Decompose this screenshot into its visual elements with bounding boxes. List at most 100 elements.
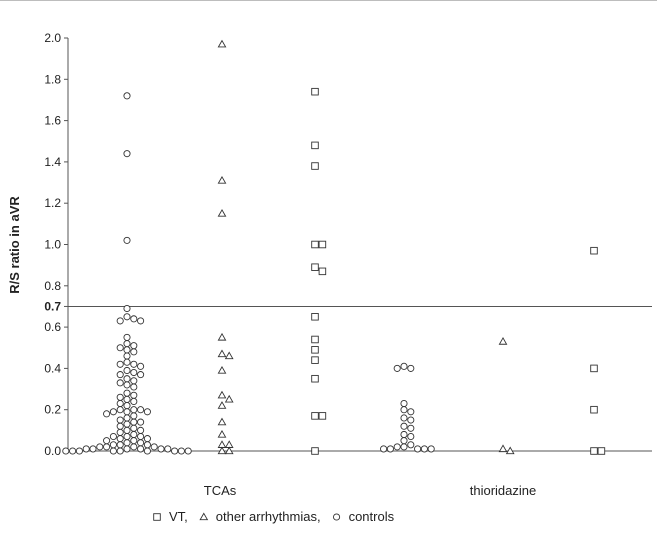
circle-point — [116, 422, 124, 430]
circle-point — [177, 447, 185, 455]
square-point — [318, 412, 327, 420]
x-categories: TCAs thioridazine — [204, 483, 537, 498]
circle-point — [400, 430, 408, 439]
circle-point — [123, 395, 131, 403]
circle-point — [116, 416, 124, 424]
triangle-point — [224, 446, 234, 455]
triangle-point — [217, 39, 227, 48]
circle-point — [130, 437, 138, 445]
y-tick-label: 1.8 — [44, 72, 61, 86]
circle-point — [116, 428, 124, 436]
circle-point — [116, 317, 124, 325]
circle-point — [103, 410, 111, 418]
circle-point — [116, 344, 124, 352]
x-category-label: TCAs — [204, 483, 237, 498]
circle-point — [116, 393, 124, 401]
circle-point — [69, 447, 77, 455]
circle-point — [407, 364, 415, 372]
circle-point — [109, 408, 117, 416]
square-point — [311, 335, 319, 344]
y-axis-label: R/S ratio in aVR — [7, 196, 22, 294]
triangle-point — [217, 349, 227, 358]
triangle-point — [217, 390, 227, 399]
circle-point — [407, 424, 415, 432]
y-tick-label: 0.7 — [44, 299, 61, 313]
square-point — [311, 346, 319, 354]
square-point — [311, 374, 319, 383]
circle-point — [123, 381, 131, 389]
circle-point — [123, 352, 131, 360]
legend-triangle-icon — [199, 512, 209, 521]
circle-point — [400, 362, 408, 370]
circle-point — [400, 399, 408, 408]
legend-label: other arrhythmias, — [216, 509, 321, 524]
circle-point — [150, 443, 158, 451]
y-tick-label: 1.0 — [44, 238, 61, 252]
circle-point — [116, 371, 124, 379]
triangle-point — [217, 175, 227, 184]
circle-point — [157, 445, 165, 453]
circle-point — [123, 340, 131, 348]
square-point — [311, 141, 319, 150]
legend-label: controls — [349, 509, 395, 524]
y-ticks: 0.0 0.2 0.4 0.6 0.7 0.8 1.0 1.2 1.4 1.6 1.8 2.0 — [44, 31, 68, 458]
square-point — [311, 263, 319, 271]
circle-point — [137, 445, 145, 453]
circle-point — [103, 443, 111, 451]
circle-point — [400, 406, 408, 414]
top-border — [0, 0, 657, 1]
y-tick-label: 2.0 — [44, 31, 61, 45]
circle-point — [386, 445, 394, 453]
circle-point — [116, 406, 124, 414]
circle-point — [123, 333, 131, 341]
circle-point — [130, 383, 138, 391]
triangle-point — [217, 365, 227, 374]
y-tick-label: 0.4 — [44, 361, 61, 375]
circle-point — [143, 408, 151, 416]
circle-point — [130, 430, 138, 439]
circle-point — [75, 447, 83, 455]
legend: VT, other arrhythmias, controls — [153, 509, 395, 524]
circle-point — [123, 313, 131, 321]
square-point — [590, 405, 598, 414]
triangle-point — [217, 209, 227, 217]
circle-point — [130, 412, 138, 420]
y-tick-label: 1.6 — [44, 114, 61, 128]
circle-point — [123, 408, 131, 416]
circle-point — [123, 414, 131, 422]
circle-point — [143, 447, 151, 455]
square-point — [590, 447, 598, 455]
triangle-point — [217, 332, 227, 341]
y-tick-label: 0.6 — [44, 320, 61, 334]
triangle-point — [217, 429, 227, 438]
circle-point — [137, 439, 145, 447]
circle-point — [123, 304, 131, 313]
circle-point — [171, 447, 179, 455]
circle-point — [420, 445, 428, 453]
circle-point — [123, 389, 131, 397]
circle-point — [130, 368, 138, 377]
circle-point — [400, 437, 408, 445]
circle-point — [130, 377, 138, 385]
y-tick-label: 1.2 — [44, 196, 61, 210]
circle-point — [407, 408, 415, 416]
circle-point — [407, 441, 415, 449]
circle-point — [407, 416, 415, 424]
legend-label: VT, — [169, 509, 188, 524]
circle-point — [89, 445, 97, 453]
triangle-point — [498, 337, 508, 345]
square-point — [311, 356, 319, 364]
square-point — [311, 412, 319, 420]
circle-point — [137, 432, 145, 441]
circle-point — [103, 437, 111, 445]
circle-point — [137, 406, 145, 414]
circle-point — [130, 342, 138, 350]
circle-point — [116, 441, 124, 449]
data-points — [62, 39, 606, 455]
legend-circle-icon — [333, 513, 341, 521]
triangle-point — [224, 394, 234, 403]
circle-point — [123, 150, 131, 158]
square-point — [311, 313, 319, 321]
circle-point — [130, 418, 138, 426]
circle-point — [96, 443, 104, 451]
